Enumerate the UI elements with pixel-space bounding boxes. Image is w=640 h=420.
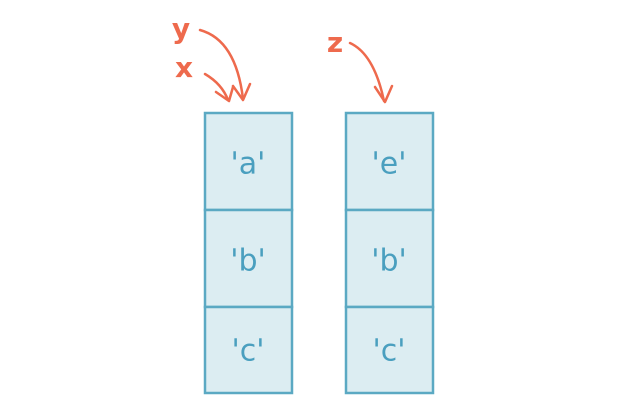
list-right-cell-0-box [344,111,435,212]
pointer-label-y: y [172,12,190,45]
list-left: 'a' 'b' 'c' [203,111,294,395]
pointer-label-z: z [327,26,343,59]
list-right: 'e' 'b' 'c' [344,111,435,395]
list-left-cell-2: 'c' [232,334,265,369]
pointer-arrow-x [203,72,235,103]
pointer-arrow-y [198,28,252,102]
list-left-cell-1: 'b' [230,244,266,279]
list-left-cell-1-box [203,208,294,309]
pointer-arrow-z [348,41,394,104]
list-right-cell-2-box [344,305,435,395]
list-right-cell-1: 'b' [371,244,407,279]
list-right-cell-0: 'e' [372,147,407,182]
list-left-cell-2-box [203,305,294,395]
list-left-cell-0-box [203,111,294,212]
list-left-cell-0: 'a' [231,147,266,182]
list-right-cell-2: 'c' [373,334,406,369]
pointer-label-x: x [175,51,193,84]
